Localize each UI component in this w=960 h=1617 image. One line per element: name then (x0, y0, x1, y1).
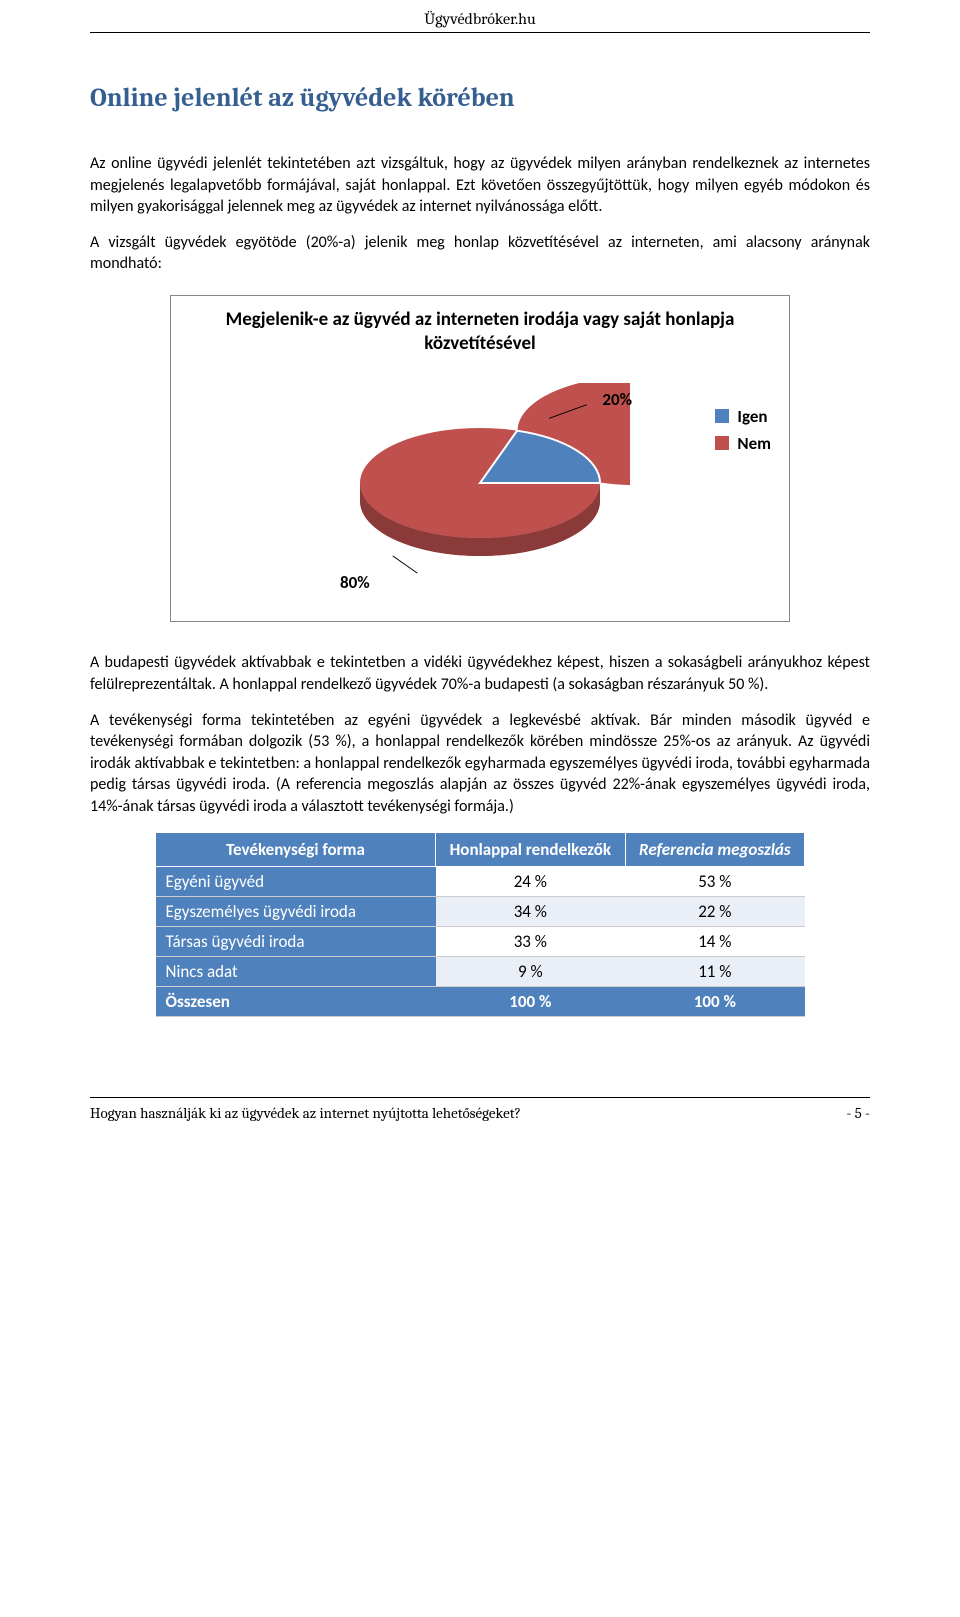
paragraph-3: A budapesti ügyvédek aktívabbak e tekint… (90, 652, 870, 695)
col-has-site: Honlappal rendelkezők (436, 832, 626, 866)
section-title: Online jelenlét az ügyvédek körében (90, 83, 870, 113)
row-c2: 14 % (625, 926, 804, 956)
row-c2: 53 % (625, 866, 804, 896)
chart-legend: Igen Nem (715, 406, 771, 460)
legend-label-nem: Nem (737, 433, 771, 454)
footer-left: Hogyan használják ki az ügyvédek az inte… (90, 1104, 521, 1122)
legend-swatch-igen (715, 409, 729, 423)
row-c1: 9 % (436, 956, 626, 986)
total-label: Összesen (156, 986, 436, 1016)
site-name: Ügyvédbróker.hu (424, 10, 536, 28)
pie-wrap: 20% 80% (330, 383, 630, 583)
legend-swatch-nem (715, 436, 729, 450)
chart-area: 20% 80% (189, 363, 771, 603)
row-c2: 11 % (625, 956, 804, 986)
page-footer: Hogyan használják ki az ügyvédek az inte… (90, 1097, 870, 1122)
table-row: Nincs adat 9 % 11 % (156, 956, 805, 986)
row-label: Egyszemélyes ügyvédi iroda (156, 896, 436, 926)
table-header-row: Tevékenységi forma Honlappal rendelkezők… (156, 832, 805, 866)
row-c1: 34 % (436, 896, 626, 926)
footer-right: - 5 - (846, 1104, 870, 1122)
total-c1: 100 % (436, 986, 626, 1016)
table-row: Társas ügyvédi iroda 33 % 14 % (156, 926, 805, 956)
page-header: Ügyvédbróker.hu (90, 0, 870, 33)
pie-svg (330, 383, 630, 583)
row-c2: 22 % (625, 896, 804, 926)
legend-item-nem: Nem (715, 433, 771, 454)
activity-table: Tevékenységi forma Honlappal rendelkezők… (155, 832, 805, 1017)
legend-label-igen: Igen (737, 406, 767, 427)
table-total-row: Összesen 100 % 100 % (156, 986, 805, 1016)
row-c1: 33 % (436, 926, 626, 956)
col-reference: Referencia megoszlás (625, 832, 804, 866)
pie-label-20: 20% (602, 389, 632, 410)
pie-chart-container: Megjelenik-e az ügyvéd az interneten iro… (170, 295, 790, 623)
row-label: Társas ügyvédi iroda (156, 926, 436, 956)
row-label: Egyéni ügyvéd (156, 866, 436, 896)
table-row: Egyéni ügyvéd 24 % 53 % (156, 866, 805, 896)
pie-label-80: 80% (340, 572, 370, 593)
row-c1: 24 % (436, 866, 626, 896)
row-label: Nincs adat (156, 956, 436, 986)
paragraph-4: A tevékenységi forma tekintetében az egy… (90, 710, 870, 818)
legend-item-igen: Igen (715, 406, 771, 427)
col-activity: Tevékenységi forma (156, 832, 436, 866)
paragraph-1: Az online ügyvédi jelenlét tekintetében … (90, 153, 870, 218)
chart-title: Megjelenik-e az ügyvéd az interneten iro… (189, 308, 771, 356)
paragraph-2: A vizsgált ügyvédek egyötöde (20%-a) jel… (90, 232, 870, 275)
total-c2: 100 % (625, 986, 804, 1016)
table-row: Egyszemélyes ügyvédi iroda 34 % 22 % (156, 896, 805, 926)
